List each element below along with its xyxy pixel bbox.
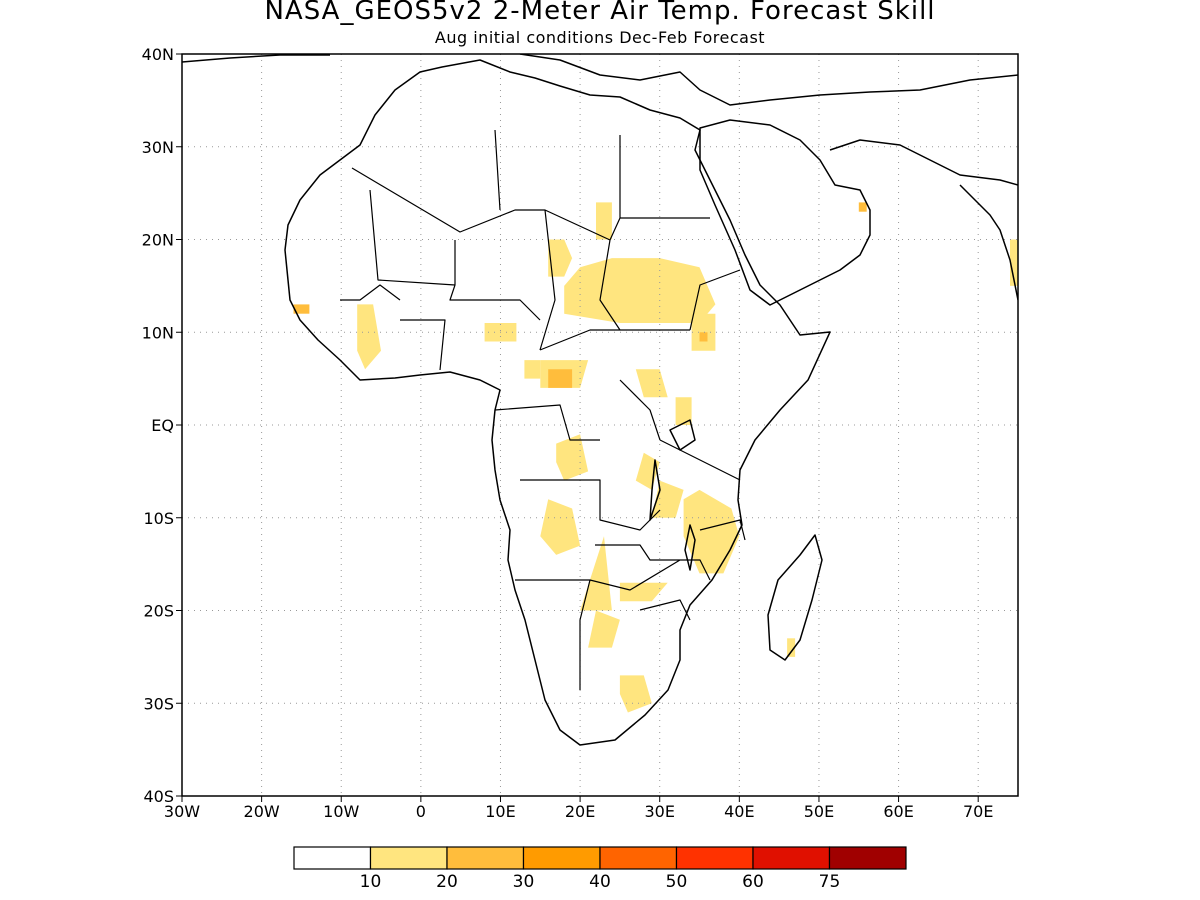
colorbar-label: 75 [819,872,841,892]
skill-region-23 [699,332,708,342]
colorbar-bin-2 [446,846,525,870]
skill-region-8 [619,675,652,713]
lake-victoria [669,419,696,451]
skill-region-14 [691,313,716,351]
skill-region-10 [556,434,589,481]
colorbar-bin-6 [752,846,831,870]
lon-tick-label: 30W [164,802,200,821]
lat-tick-label: 30S [143,694,174,713]
colorbar-label: 50 [666,872,688,892]
lon-tick-label: 30E [644,802,674,821]
skill-region-1 [564,258,716,323]
skill-region-24 [858,202,867,212]
gridlines [182,54,1018,796]
lon-tick-label: 50E [804,802,834,821]
colorbar-label: 60 [742,872,764,892]
plot-frame [181,53,1019,797]
lat-tick-label: 30N [142,138,174,157]
colorbar-bin-3 [522,846,601,870]
lat-tick-label: 20S [143,602,174,621]
skill-region-9 [635,452,660,490]
skill-region-4 [683,489,740,574]
skill-region-7 [588,610,620,648]
skill-region-6 [540,499,581,555]
skill-region-2 [580,536,612,611]
colorbar-label: 10 [360,872,382,892]
colorbar-bin-4 [599,846,678,870]
lon-tick-label: 10W [323,802,359,821]
skill-region-3 [619,582,668,602]
lon-tick-label: 20W [244,802,280,821]
coastlines-and-borders [182,54,1018,746]
colorbar-bin-1 [369,846,448,870]
lon-tick-label: 0 [416,802,426,821]
lat-tick-label: 10N [142,323,174,342]
skill-region-21 [548,369,573,388]
lat-tick-label: 20N [142,231,174,250]
lon-tick-label: 10E [485,802,515,821]
lat-tick-label: 10S [143,509,174,528]
lon-tick-label: 20E [565,802,595,821]
skill-region-17 [524,360,541,379]
lat-tick-label: 40S [143,787,174,806]
colorbar-bin-5 [675,846,754,870]
skill-region-16 [357,304,381,370]
lon-tick-labels: 30W 20W 10W 0 10E 20E 30E 40E 50E 60E 70E [164,796,993,821]
africa-coastline [284,59,831,746]
lon-tick-label: 70E [963,802,993,821]
skill-region-20 [787,638,796,657]
lat-tick-label: 40N [142,45,174,64]
madagascar-coastline [767,534,823,661]
skill-region-0 [548,239,573,277]
lake-tanganyika [649,459,661,521]
skill-region-19 [1010,239,1018,286]
page-subtitle: Aug initial conditions Dec-Feb Forecast [434,28,766,47]
india-coastline [959,184,1018,301]
lat-tick-label: EQ [151,416,174,435]
skill-region-18 [596,202,612,240]
page-title: NASA_GEOS5v2 2-Meter Air Temp. Forecast … [264,0,936,26]
skill-region-22 [293,304,310,314]
skill-region-12 [635,369,668,398]
lon-tick-label: 40E [724,802,754,821]
colorbar-label: 30 [513,872,535,892]
arabia-coastline [699,119,871,306]
country-borders [340,129,746,690]
colorbar-label: 20 [436,872,458,892]
skill-region-13 [675,397,692,425]
lake-malawi [684,524,696,571]
europe-coastline [182,54,1018,106]
colorbar-label: 40 [589,872,611,892]
iran-coastline [829,139,1018,186]
colorbar-bin-7 [828,846,907,870]
skill-shading-layer [293,202,1018,713]
lat-tick-labels: 40N 30N 20N 10N EQ 10S 20S 30S 40S [142,45,182,806]
colorbar: 10 20 30 40 50 60 75 [293,846,907,892]
lon-tick-label: 60E [883,802,913,821]
colorbar-bin-0 [293,846,372,870]
